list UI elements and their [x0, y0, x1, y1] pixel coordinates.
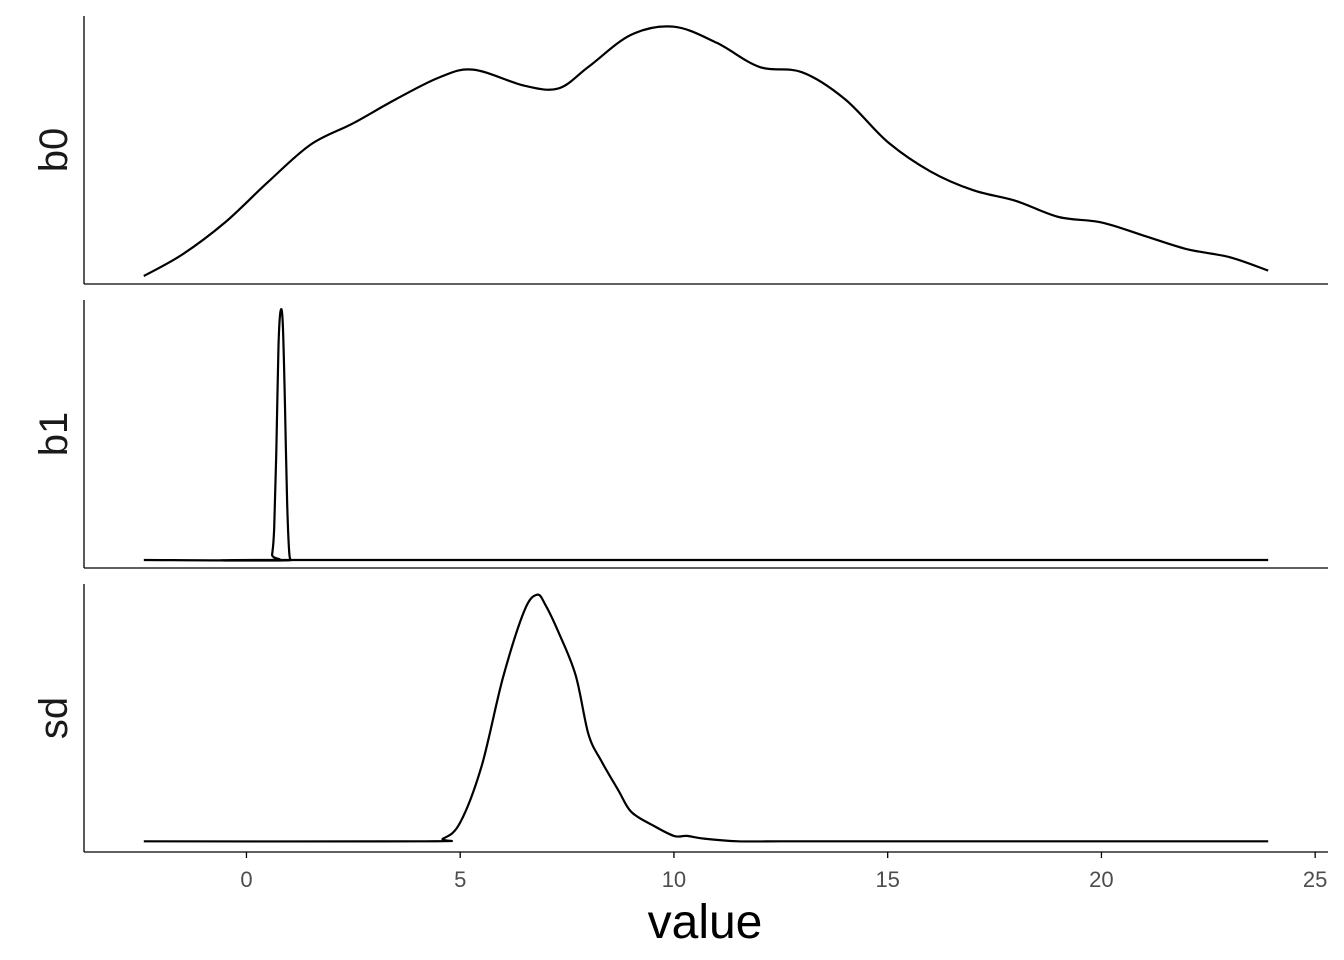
x-tick-label: 5: [454, 867, 466, 892]
panel-b0: b0: [32, 16, 1328, 285]
x-tick-label: 15: [875, 867, 899, 892]
density-line-b0: [143, 25, 1269, 277]
x-tick-label: 20: [1089, 867, 1113, 892]
panel-label-b0: b0: [32, 128, 76, 173]
x-tick-label: 0: [240, 867, 252, 892]
density-line-b1: [143, 308, 1269, 562]
x-axis: 0 5 10 15 20 25: [240, 852, 1327, 892]
panel-b1: b1: [32, 300, 1328, 569]
panel-sd: sd: [32, 584, 1328, 853]
facet-panels: b0 b1 sd: [32, 16, 1328, 853]
x-axis-title: value: [648, 896, 763, 949]
x-tick-label: 25: [1303, 867, 1327, 892]
density-line-sd: [143, 593, 1269, 843]
panel-label-b1: b1: [32, 412, 76, 457]
x-tick-label: 10: [662, 867, 686, 892]
panel-label-sd: sd: [32, 697, 76, 739]
